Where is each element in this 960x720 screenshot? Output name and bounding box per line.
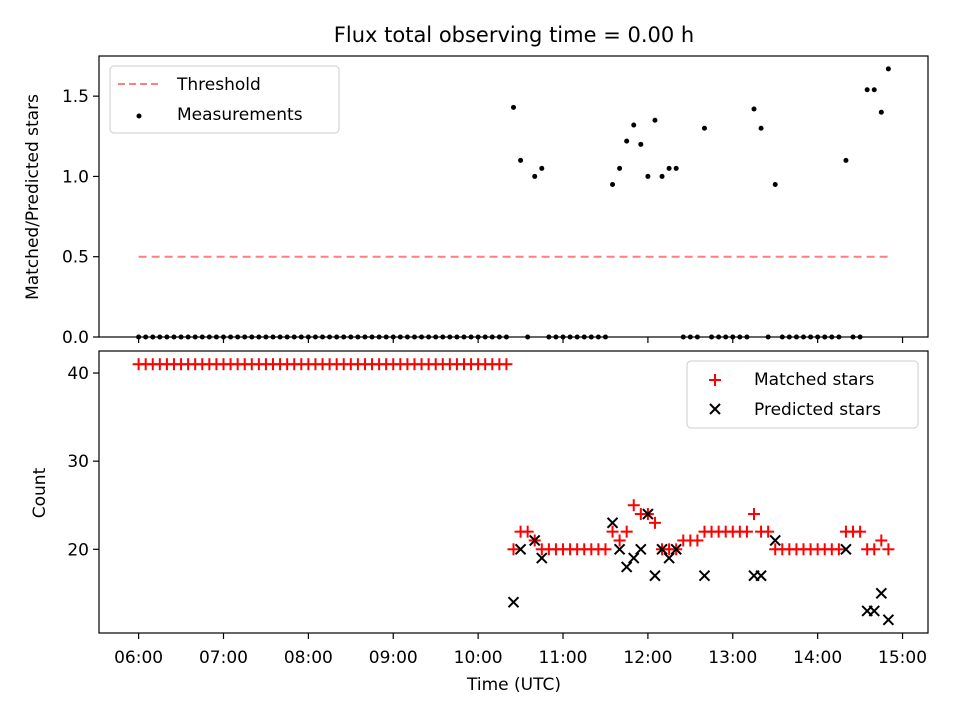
top-plot-frame — [98, 55, 929, 338]
matched-star-point — [832, 543, 845, 556]
top-panel: 0.0 0.5 1.0 1.5 Matched/Predicted stars Thr… — [23, 55, 929, 348]
matched-star-point — [521, 525, 534, 538]
bottom-y-tick-label: 30 — [67, 452, 89, 472]
legend-matched-swatch — [709, 374, 721, 386]
measurement-point — [666, 165, 672, 171]
predicted-star-point — [606, 517, 619, 529]
legend-measurements-label: Measurements — [177, 105, 303, 125]
predicted-star-point — [514, 543, 527, 555]
bottom-plot-frame — [98, 350, 929, 634]
predicted-star-point — [868, 605, 880, 617]
matched-star-point — [740, 525, 753, 538]
legend-predicted-swatch — [709, 403, 721, 415]
predicted-star-point — [642, 508, 654, 520]
matched-star-point — [599, 543, 612, 556]
bottom-x-tick-label: 07:00 — [199, 648, 248, 668]
matched-star-point — [606, 525, 619, 538]
matched-star-point — [747, 508, 760, 521]
measurement-point — [885, 66, 891, 72]
bottom-y-axis-label: Count — [30, 467, 50, 518]
measurement-point — [701, 125, 707, 131]
matched-star-point — [613, 534, 626, 547]
measurement-point — [751, 106, 757, 112]
bottom-x-tick-label: 06:00 — [114, 648, 163, 668]
bottom-x-tick-label: 14:00 — [793, 648, 842, 668]
matched-star-point — [854, 525, 867, 538]
measurement-point — [511, 104, 516, 110]
bottom-legend-box — [686, 360, 919, 429]
measurement-point — [659, 173, 665, 179]
predicted-star-point — [882, 614, 895, 626]
bottom-x-tick-label: 13:00 — [708, 648, 757, 668]
matched-star-point — [868, 543, 881, 556]
matched-star-point — [620, 525, 633, 538]
matched-star-point — [875, 534, 888, 547]
bottom-x-tick-label: 09:00 — [369, 648, 418, 668]
legend-predicted-label: Predicted stars — [754, 400, 881, 420]
measurement-point — [631, 122, 637, 128]
matched-star-point — [627, 499, 640, 512]
measurement-point — [539, 165, 545, 171]
predicted-star-point — [507, 596, 520, 608]
top-y-tick-label: 0.0 — [62, 328, 89, 348]
bottom-x-tick-label: 11:00 — [539, 648, 588, 668]
top-y-axis-label: Matched/Predicted stars — [23, 94, 43, 300]
top-legend: Threshold Measurements — [109, 65, 340, 134]
measurement-point — [617, 165, 623, 171]
predicted-star-point — [635, 543, 647, 555]
matched-star-point — [882, 543, 895, 556]
measurement-point — [645, 173, 651, 179]
measurement-point — [673, 165, 679, 171]
matched-star-point — [648, 516, 661, 529]
predicted-star-point — [529, 534, 541, 547]
legend-matched-label: Matched stars — [754, 370, 874, 390]
bottom-y-tick-label: 20 — [67, 540, 89, 560]
bottom-x-axis-label: Time (UTC) — [466, 675, 561, 695]
measurement-point — [864, 87, 870, 93]
measurement-point — [532, 173, 538, 179]
legend-measurements-swatch — [136, 113, 142, 119]
top-legend-box — [109, 65, 340, 134]
matched-star-point — [762, 525, 775, 538]
measurement-point — [878, 109, 884, 115]
bottom-x-tick-label: 08:00 — [284, 648, 333, 668]
matched-star-point — [507, 543, 520, 556]
measurement-point — [652, 117, 658, 123]
predicted-star-point — [769, 534, 781, 547]
measurement-point — [624, 138, 630, 144]
measurement-point — [518, 157, 524, 163]
top-y-tick-label: 1.5 — [62, 87, 89, 107]
measurement-point — [843, 157, 849, 163]
measurement-point — [638, 141, 644, 147]
predicted-star-point — [670, 543, 682, 555]
bottom-y-tick-label: 40 — [67, 364, 89, 384]
predicted-star-point — [755, 570, 767, 582]
matched-star-point — [500, 358, 513, 371]
chart-title: Flux total observing time = 0.00 h — [334, 23, 694, 47]
measurement-point — [610, 181, 616, 187]
bottom-x-tick-label: 10:00 — [454, 648, 503, 668]
predicted-star-point — [663, 552, 675, 564]
bottom-legend: Matched stars Predicted stars — [686, 360, 919, 429]
legend-threshold-label: Threshold — [176, 75, 261, 95]
measurement-point — [758, 125, 764, 131]
bottom-panel: 20 30 40 06:00 07:00 08:00 09:00 10:00 11:00 12:… — [30, 350, 929, 695]
bottom-x-tick-label: 12:00 — [623, 648, 672, 668]
measurement-point — [871, 87, 877, 93]
top-y-tick-label: 0.5 — [62, 248, 89, 268]
predicted-star-point — [536, 552, 548, 564]
measurement-point — [772, 181, 778, 187]
predicted-star-point — [840, 543, 852, 555]
top-y-tick-label: 1.0 — [62, 167, 89, 187]
predicted-star-point — [649, 570, 661, 582]
predicted-star-point — [613, 543, 626, 555]
predicted-star-point — [628, 552, 640, 564]
predicted-star-point — [875, 587, 888, 600]
predicted-star-point — [620, 561, 633, 573]
matched-star-point — [691, 534, 704, 547]
predicted-star-point — [698, 570, 711, 582]
predicted-star-point — [656, 543, 668, 555]
bottom-x-tick-label: 15:00 — [878, 648, 927, 668]
